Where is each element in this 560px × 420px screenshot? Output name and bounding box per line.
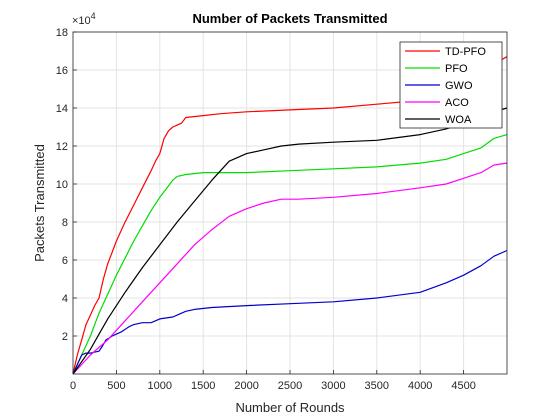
x-tick-label: 2000 [234,380,258,392]
series-line-pfo [72,134,508,375]
legend-label: ACO [445,97,469,109]
x-tick-label: 3000 [321,380,345,392]
x-tick-label: 2500 [278,380,302,392]
y-tick-label: 16 [56,65,68,77]
x-tick-label: 3500 [365,380,389,392]
y-tick-label: 6 [62,255,68,267]
x-tick-label: 1500 [191,380,215,392]
legend-label: WOA [445,114,472,126]
y-tick-label: 14 [56,103,68,115]
series-line-gwo [72,249,508,375]
legend-label: TD-PFO [445,46,486,58]
x-axis-label: Number of Rounds [235,400,345,415]
y-tick-label: 4 [62,293,68,305]
y-axis-label: Packets Transmitted [32,144,47,262]
x-tick-label: 500 [107,380,125,392]
x-tick-label: 0 [70,380,76,392]
y-tick-label: 12 [56,141,68,153]
series-lines [72,56,508,375]
legend-label: GWO [445,80,473,92]
x-tick-label: 4000 [408,380,432,392]
y-exponent-power: 4 [91,11,96,21]
x-tick-label: 4500 [451,380,475,392]
series-line-td-pfo [72,56,508,375]
series-line-aco [72,162,508,375]
y-tick-label: 10 [56,179,68,191]
y-tick-label: 8 [62,217,68,229]
y-tick-label: 18 [56,27,68,39]
y-exponent-base: ×10 [72,15,91,27]
y-tick-label: 2 [62,331,68,343]
x-axis-ticks: 0 500 1000 1500 2000 2500 3000 3500 4000 4500 [70,370,476,392]
legend: TD-PFO PFO GWO ACO WOA [399,41,503,129]
y-exponent-label: ×104 [72,11,96,27]
x-tick-label: 1000 [148,380,172,392]
y-axis-ticks: 2 4 6 8 10 12 14 16 18 [56,27,77,343]
legend-items: TD-PFO PFO GWO ACO WOA [405,46,486,126]
legend-label: PFO [445,63,468,75]
chart-title: Number of Packets Transmitted [192,11,387,26]
